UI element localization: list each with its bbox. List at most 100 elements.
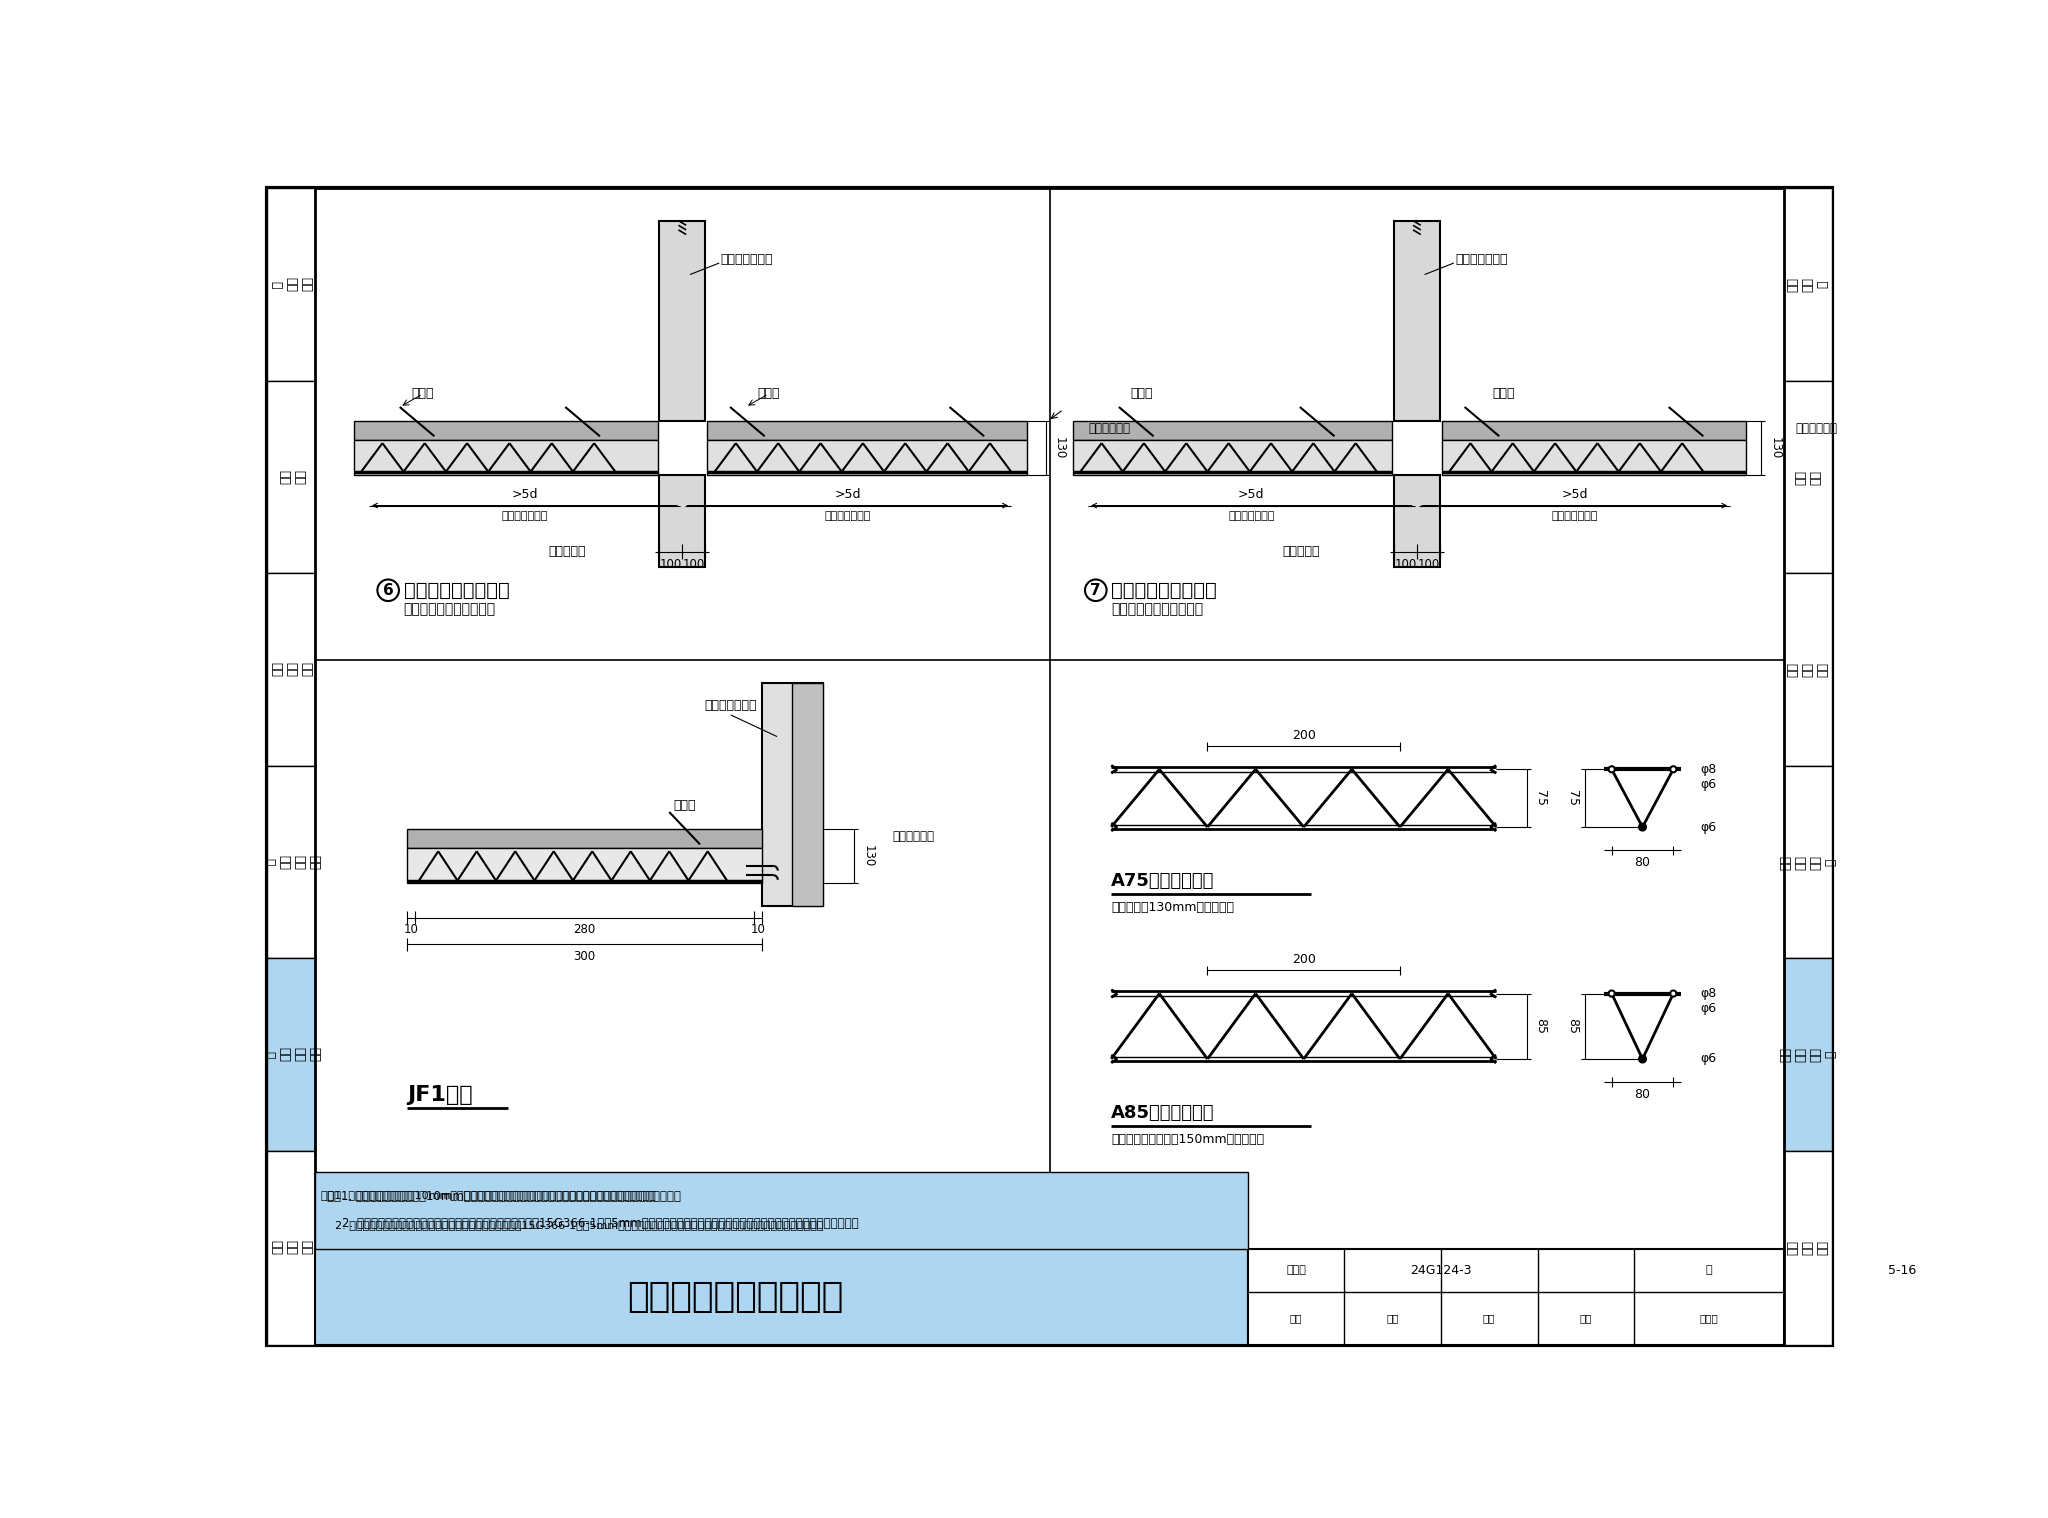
- Text: φ8: φ8: [1700, 762, 1716, 776]
- Text: φ6: φ6: [1700, 1002, 1716, 1016]
- Bar: [762, 683, 823, 906]
- Bar: [707, 440, 1026, 475]
- Bar: [659, 220, 705, 420]
- Text: 200: 200: [1292, 953, 1315, 965]
- Text: 现浇梁或墙: 现浇梁或墙: [1282, 545, 1321, 559]
- Text: JF1详图: JF1详图: [408, 1084, 473, 1105]
- Bar: [315, 1172, 1247, 1249]
- Bar: [659, 475, 705, 568]
- Text: 280: 280: [573, 923, 596, 937]
- Text: φ6: φ6: [1700, 821, 1716, 833]
- Text: 且至少过梁中线: 且至少过梁中线: [502, 512, 547, 521]
- Text: 建筑
施工
图示
例: 建筑 施工 图示 例: [1780, 855, 1837, 870]
- Text: 楼层板顶标高: 楼层板顶标高: [1087, 422, 1130, 436]
- Text: 校对: 校对: [1386, 1313, 1399, 1324]
- Text: 且至少过梁中线: 且至少过梁中线: [1229, 512, 1274, 521]
- Text: 板面筋: 板面筋: [412, 387, 434, 401]
- Text: 100: 100: [682, 557, 705, 571]
- Text: 注：1. 预制底板是否伸入支座10mm，设计单位可根据需要自行选取，施工单位需做好防漏浆的保障措施。: 注：1. 预制底板是否伸入支座10mm，设计单位可根据需要自行选取，施工单位需做…: [326, 1190, 680, 1202]
- Bar: [1247, 1249, 1784, 1345]
- Text: 130: 130: [1053, 437, 1067, 458]
- Text: 砌体或轻质墙体: 砌体或轻质墙体: [1456, 252, 1507, 266]
- Bar: [315, 1249, 1247, 1345]
- Text: 130: 130: [1767, 437, 1782, 458]
- Text: 中间支座详图（四）: 中间支座详图（四）: [1112, 581, 1217, 600]
- Text: 袁秋林: 袁秋林: [1700, 1313, 1718, 1324]
- Text: 10: 10: [750, 923, 766, 937]
- Text: 中间支座详图（三）: 中间支座详图（三）: [403, 581, 510, 600]
- Text: 建筑
方案
示例: 建筑 方案 示例: [1786, 662, 1829, 677]
- Bar: [268, 1151, 315, 1345]
- Text: 100: 100: [1417, 557, 1440, 571]
- Circle shape: [377, 580, 399, 601]
- Text: 结构
施工
图示
例: 结构 施工 图示 例: [262, 1047, 319, 1063]
- Text: （两侧桁架筋方向相同）: （两侧桁架筋方向相同）: [403, 603, 496, 616]
- Text: >5d: >5d: [836, 489, 860, 501]
- Text: A85桁架钢筋详图: A85桁架钢筋详图: [1112, 1104, 1214, 1122]
- Circle shape: [1638, 1055, 1647, 1063]
- Bar: [707, 420, 1026, 440]
- Text: 10: 10: [403, 923, 418, 937]
- Text: 建筑
施工
图示
例: 建筑 施工 图示 例: [262, 855, 319, 870]
- Bar: [1442, 440, 1745, 475]
- Bar: [1784, 1151, 1831, 1345]
- Text: >5d: >5d: [1239, 489, 1264, 501]
- Text: 构件
详图
示例: 构件 详图 示例: [270, 1240, 313, 1255]
- Circle shape: [1671, 990, 1677, 997]
- Circle shape: [1608, 767, 1614, 773]
- Text: 同板底同向纵筋: 同板底同向纵筋: [705, 700, 758, 712]
- Circle shape: [1085, 580, 1106, 601]
- Bar: [1784, 574, 1831, 765]
- Bar: [268, 958, 315, 1151]
- Text: 80: 80: [1634, 1088, 1651, 1101]
- Text: 200: 200: [1292, 729, 1315, 742]
- Bar: [1073, 440, 1393, 475]
- Bar: [1395, 475, 1440, 568]
- Text: 100: 100: [1395, 557, 1417, 571]
- Text: φ6: φ6: [1700, 779, 1716, 791]
- Text: 且至少过梁中线: 且至少过梁中线: [1552, 512, 1597, 521]
- Text: 建筑
方案
示例: 建筑 方案 示例: [270, 662, 313, 677]
- Text: φ8: φ8: [1700, 987, 1716, 1000]
- Text: A75桁架钢筋详图: A75桁架钢筋详图: [1112, 871, 1214, 890]
- Text: 部品
部件
库: 部品 部件 库: [270, 278, 313, 291]
- Text: 部品
部件
库: 部品 部件 库: [1786, 278, 1829, 291]
- Text: （用于厚度130mm的叠合板）: （用于厚度130mm的叠合板）: [1112, 902, 1235, 914]
- Text: 24G124-3: 24G124-3: [1411, 1264, 1473, 1277]
- Text: 85: 85: [1534, 1019, 1548, 1034]
- Text: 且至少过梁中线: 且至少过梁中线: [825, 512, 870, 521]
- Text: 技术
策划: 技术 策划: [1794, 469, 1823, 484]
- Text: 图集号: 图集号: [1286, 1266, 1307, 1275]
- Bar: [793, 683, 823, 906]
- Text: 叠合板节点详图（二）: 叠合板节点详图（二）: [627, 1280, 844, 1313]
- Text: >5d: >5d: [512, 489, 539, 501]
- Text: 75: 75: [1534, 791, 1548, 806]
- Text: 85: 85: [1567, 1019, 1579, 1034]
- Text: 7: 7: [1090, 583, 1102, 598]
- Bar: [354, 440, 657, 475]
- Text: 2. 针对项目叠合板容易超厚的情况，本示例将桁架钢筋高度改15G366-1降低5mm，桁架钢筋顶部可叠设两层钢筋，方便钢筋绑扎，且能避免楼板超厚。: 2. 针对项目叠合板容易超厚的情况，本示例将桁架钢筋高度改15G366-1降低5…: [322, 1220, 823, 1231]
- Bar: [268, 188, 315, 381]
- Text: φ6: φ6: [1700, 1052, 1716, 1066]
- Bar: [1784, 381, 1831, 574]
- Bar: [408, 829, 762, 849]
- Bar: [1784, 958, 1831, 1151]
- Bar: [1784, 188, 1831, 381]
- Circle shape: [1638, 823, 1647, 830]
- Text: 板面筋: 板面筋: [758, 387, 780, 401]
- Bar: [1395, 220, 1440, 420]
- Text: 楼层板顶标高: 楼层板顶标高: [1796, 422, 1837, 436]
- Circle shape: [1608, 990, 1614, 997]
- Text: 6: 6: [383, 583, 393, 598]
- Bar: [1784, 765, 1831, 958]
- Text: 300: 300: [573, 950, 596, 964]
- Bar: [268, 381, 315, 574]
- Text: 板面筋: 板面筋: [674, 800, 696, 812]
- Text: 板面筋: 板面筋: [1491, 387, 1513, 401]
- Text: 户板: 户板: [1483, 1313, 1495, 1324]
- Text: 设计: 设计: [1579, 1313, 1591, 1324]
- Text: 技术
策划: 技术 策划: [276, 469, 305, 484]
- Circle shape: [1671, 767, 1677, 773]
- Text: （两侧桁架筋方向相同）: （两侧桁架筋方向相同）: [1112, 603, 1204, 616]
- Bar: [1073, 420, 1393, 440]
